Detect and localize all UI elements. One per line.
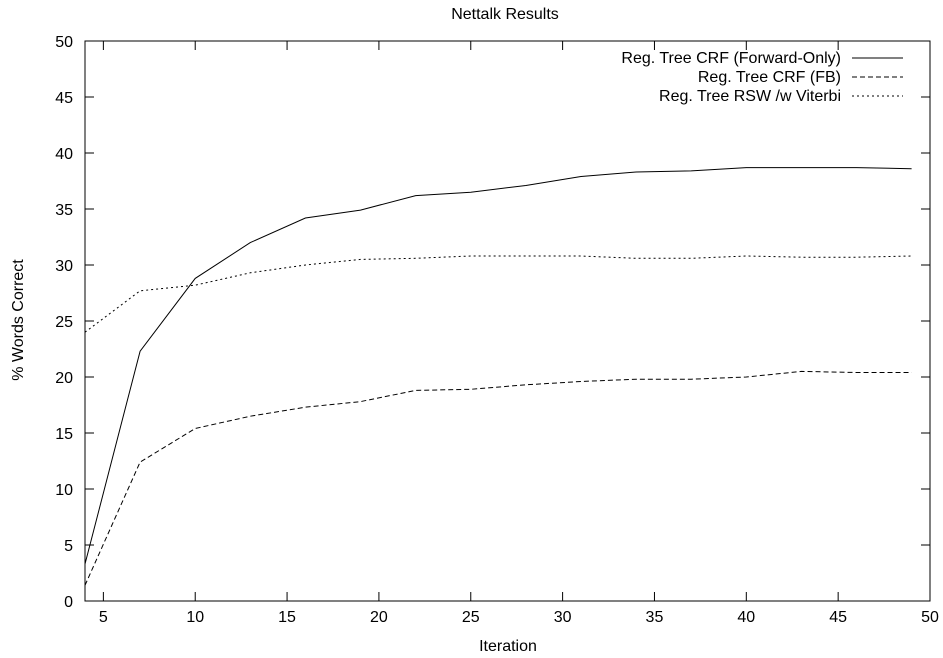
y-axis-label: % Words Correct — [10, 259, 27, 381]
series-line-3 — [84, 255, 912, 333]
y-tick-label: 15 — [55, 426, 73, 443]
y-tick-label: 25 — [55, 314, 73, 331]
y-tick-label: 10 — [55, 482, 73, 499]
x-tick-label: 30 — [554, 609, 572, 626]
x-tick-label: 35 — [646, 609, 664, 626]
x-tick-label: 20 — [370, 609, 388, 626]
ticks-layer: 5 10 15 20 25 30 35 40 45 50 0 5 10 15 20 25 30 35 40 45 50 — [55, 34, 939, 626]
y-tick-label: 30 — [55, 258, 73, 275]
y-tick-label: 0 — [64, 594, 73, 611]
y-tick-label: 20 — [55, 370, 73, 387]
y-tick-label: 45 — [55, 90, 73, 107]
legend: Reg. Tree CRF (Forward-Only) Reg. Tree CR… — [621, 50, 903, 105]
series-layer — [84, 167, 912, 586]
x-tick-label: 25 — [462, 609, 480, 626]
plot-frame — [84, 40, 931, 602]
x-axis-label: Iteration — [479, 638, 537, 655]
legend-label-2: Reg. Tree CRF (FB) — [698, 69, 841, 86]
x-tick-label: 45 — [829, 609, 847, 626]
legend-label-3: Reg. Tree RSW /w Viterbi — [659, 88, 841, 105]
y-tick-label: 35 — [55, 202, 73, 219]
chart-title: Nettalk Results — [451, 6, 559, 23]
legend-label-1: Reg. Tree CRF (Forward-Only) — [621, 50, 841, 67]
y-tick-label: 50 — [55, 34, 73, 51]
x-tick-label: 15 — [278, 609, 296, 626]
y-tick-label: 40 — [55, 146, 73, 163]
x-tick-label: 50 — [921, 609, 939, 626]
x-tick-label: 10 — [186, 609, 204, 626]
series-line-2 — [84, 370, 912, 586]
x-tick-label: 5 — [99, 609, 108, 626]
x-tick-label: 40 — [737, 609, 755, 626]
series-line-1 — [84, 167, 912, 565]
y-tick-label: 5 — [64, 538, 73, 555]
